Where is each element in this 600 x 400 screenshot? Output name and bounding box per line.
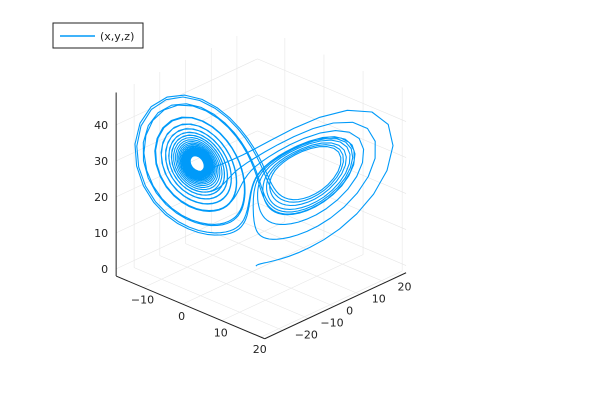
y-tick-label: 0: [346, 304, 353, 317]
grid-line: [116, 202, 258, 270]
z-tick-label: 0: [101, 263, 108, 276]
grid-line: [257, 58, 407, 122]
series-layer: [134, 94, 394, 267]
y-axis: [264, 272, 407, 340]
grid-line: [236, 219, 386, 283]
z-tick-label: 20: [94, 191, 108, 204]
grid-line: [116, 58, 258, 126]
grid-line: [116, 166, 258, 234]
grid-line: [116, 94, 258, 162]
x-tick-label: 10: [214, 327, 228, 340]
grid-line: [257, 94, 407, 158]
series-line: [134, 94, 394, 267]
x-axis: [115, 275, 265, 340]
y-tick-label: 10: [372, 292, 386, 305]
grid-line: [257, 166, 407, 230]
legend-label: (x,y,z): [100, 30, 134, 43]
grid-line: [143, 221, 285, 288]
grid-line: [182, 237, 325, 305]
legend: (x,y,z): [52, 22, 144, 49]
grid-line: [134, 267, 283, 331]
grid-line: [257, 130, 407, 194]
z-tick-label: 10: [94, 227, 108, 240]
grid-line: [185, 243, 335, 307]
grid-line: [260, 270, 403, 338]
grid-line: [159, 255, 309, 319]
z-tick-label: 40: [94, 119, 108, 132]
axes: [115, 92, 407, 340]
x-tick-label: 0: [178, 310, 185, 323]
y-tick-label: −20: [295, 328, 318, 341]
grid-line: [211, 231, 360, 295]
grid-line: [221, 254, 364, 321]
y-tick-label: 20: [398, 280, 412, 293]
x-tick-label: 20: [253, 343, 267, 356]
y-tick-label: −10: [320, 316, 343, 329]
z-tick-label: 30: [94, 155, 108, 168]
x-tick-label: −10: [131, 294, 154, 307]
